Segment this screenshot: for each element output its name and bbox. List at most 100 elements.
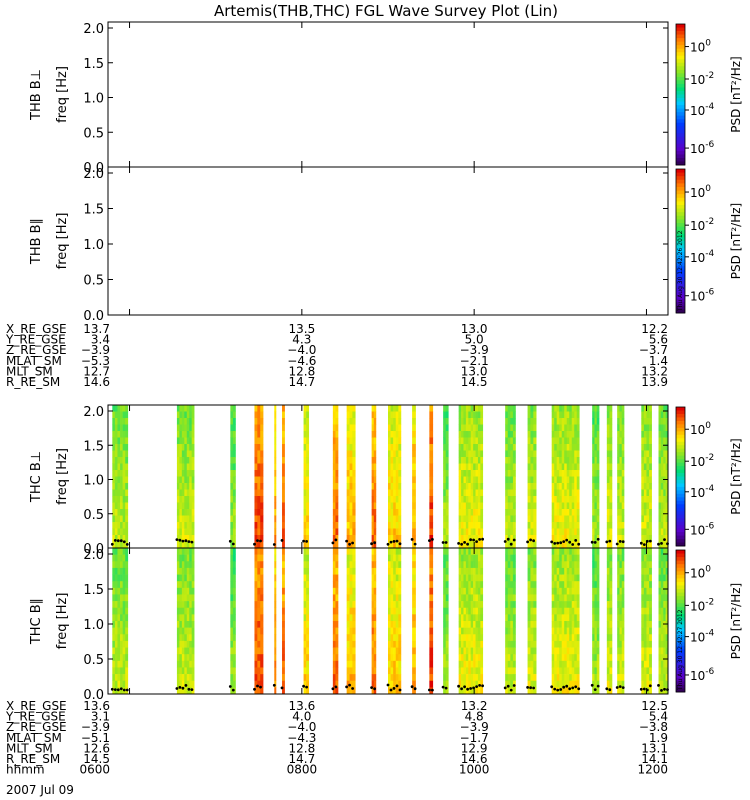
colorbar-label: PSD [nT²/Hz] (729, 438, 743, 514)
spectrogram-cell (660, 418, 664, 425)
spectrogram-cell (566, 418, 570, 425)
spectrogram-cell (646, 437, 650, 445)
spectrogram-cell (335, 444, 339, 451)
spectrogram-cell (230, 437, 234, 445)
spectrogram-cell (257, 502, 261, 510)
colorbar-swatch (676, 66, 685, 71)
spectrogram-cell (658, 424, 662, 432)
spectrogram-cell (554, 470, 558, 477)
spectrogram-cell (556, 496, 560, 503)
spectrogram-cell (470, 607, 474, 615)
spectrogram-cell (306, 574, 310, 582)
spectrogram-cell (445, 515, 449, 523)
spectrogram-cell (117, 476, 121, 484)
spectrogram-cell (257, 483, 261, 490)
spectrogram-cell (125, 581, 129, 589)
spectrogram-cell (533, 601, 537, 609)
spectrogram-cell (576, 587, 580, 595)
spectrogram-cell (189, 660, 192, 668)
spectrogram-cell (429, 528, 434, 536)
spectrogram-cell (179, 561, 183, 569)
colorbar-swatch (676, 448, 685, 453)
spectrogram-cell (179, 640, 183, 648)
spectrogram-cell (533, 509, 537, 516)
spectrogram-cell (660, 634, 664, 642)
ephem-value: −3.8 (639, 720, 668, 734)
ephemeris-thc: X_RE_GSE 13.6 13.6 13.2 12.5Y_RE_GSE 3.1 4.0 4.… (5, 699, 668, 777)
spectrogram-cell (606, 687, 610, 695)
spectrogram-cell (527, 431, 531, 438)
spectrogram-cell (176, 654, 180, 662)
peak-marker (389, 540, 393, 544)
spectrogram-cell (554, 509, 558, 516)
spectrogram-cell (186, 405, 190, 412)
spectrogram-cell (463, 463, 467, 471)
spectrogram-cell (646, 654, 650, 662)
spectrogram-cell (606, 654, 610, 662)
spectrogram-cell (282, 522, 285, 529)
spectrogram-cell (533, 594, 537, 602)
spectrogram-cell (480, 457, 484, 464)
spectrogram-cell (512, 627, 516, 635)
spectrogram-cell (470, 509, 474, 516)
spectrogram-cell (643, 470, 647, 477)
spectrogram-cell (306, 667, 310, 675)
spectrogram-cell (468, 680, 472, 688)
spectrogram-cell (390, 634, 394, 642)
spectrogram-cell (592, 470, 595, 477)
spectrogram-cell (475, 431, 479, 438)
spectrogram-cell (390, 667, 394, 675)
spectrogram-cell (393, 444, 397, 451)
spectrogram-cell (306, 411, 310, 419)
spectrogram-cell (658, 463, 662, 471)
spectrogram-cell (120, 567, 123, 575)
spectrogram-cell (663, 431, 666, 438)
spectrogram-cell (122, 634, 126, 642)
spectrogram-cell (349, 581, 353, 589)
spectrogram-cell (530, 548, 534, 555)
spectrogram-cell (274, 587, 277, 595)
spectrogram-cell (232, 476, 236, 484)
y-tick-label: 2.0 (83, 548, 104, 563)
spectrogram-cell (429, 621, 434, 628)
spectrogram-cell (465, 515, 469, 523)
spectrogram-cell (646, 470, 650, 477)
spectrogram-cell (395, 674, 399, 682)
colorbar-label: PSD [nT²/Hz] (729, 56, 743, 132)
spectrogram-cell (260, 515, 264, 523)
spectrogram-cell (352, 601, 356, 609)
spectrogram-cell (477, 607, 481, 615)
spectrogram-cell (445, 411, 449, 419)
spectrogram-cell (186, 463, 190, 471)
spectrogram-cell (596, 574, 600, 582)
spectrogram-cell (390, 548, 394, 555)
spectrogram-cell (571, 405, 575, 412)
spectrogram-cell (477, 502, 481, 510)
spectrogram-cell (527, 680, 531, 688)
spectrogram-cell (184, 667, 188, 675)
spectrogram-cell (181, 607, 185, 615)
spectrogram-cell (551, 640, 555, 648)
spectrogram-cell (445, 509, 449, 516)
spectrogram-cell (594, 418, 598, 425)
peak-marker (389, 688, 393, 692)
spectrogram-cell (395, 515, 399, 523)
spectrogram-cell (556, 431, 560, 438)
spectrogram-cell (576, 680, 580, 688)
spectrogram-cell (112, 424, 116, 432)
spectrogram-cell (576, 515, 580, 523)
spectrogram-cell (574, 654, 578, 662)
spectrogram-cell (621, 660, 625, 668)
spectrogram-cell (649, 640, 652, 648)
spectrogram-cell (564, 457, 568, 464)
spectrogram-cell (594, 567, 598, 575)
spectrogram-cell (335, 424, 339, 432)
peak-marker (506, 684, 510, 688)
spectrogram-cell (649, 411, 652, 419)
spectrogram-cell (533, 424, 537, 432)
spectrogram-cell (571, 561, 575, 569)
spectrogram-cell (594, 634, 598, 642)
spectrogram-cell (335, 535, 339, 542)
spectrogram-cell (125, 476, 129, 484)
spectrogram-cell (303, 574, 307, 582)
